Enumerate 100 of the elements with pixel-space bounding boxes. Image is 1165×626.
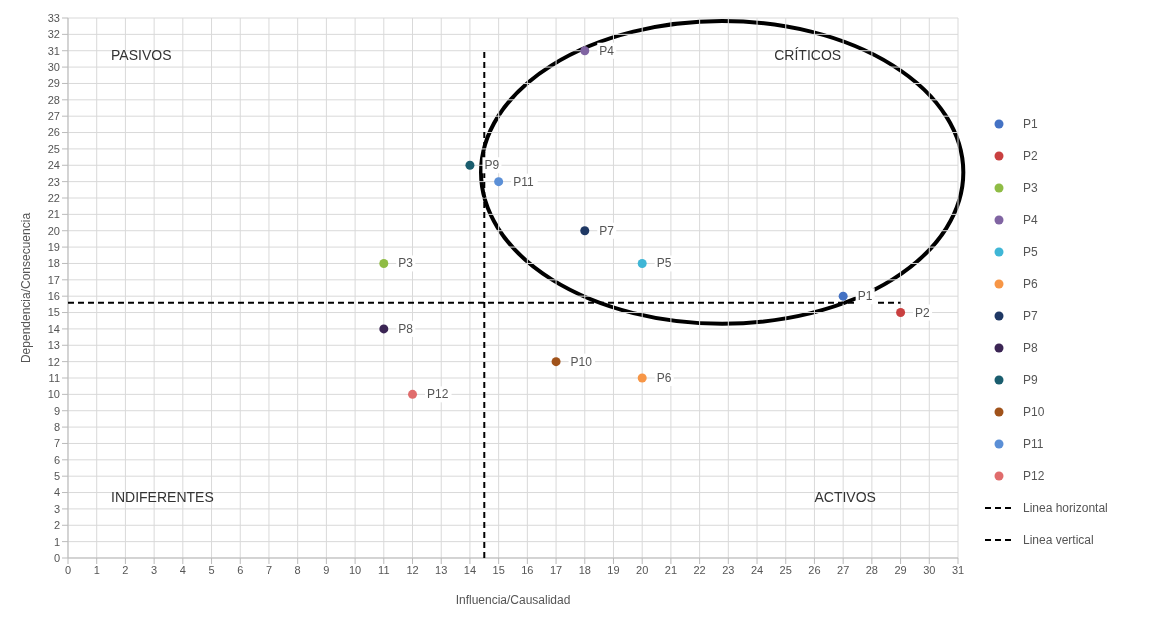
x-tick-label: 22 (693, 563, 706, 576)
x-tick-label: 7 (265, 563, 273, 576)
text: P11 (513, 174, 534, 189)
y-tick-label: 22 (47, 191, 60, 204)
y-tick-label: 8 (53, 421, 60, 433)
x-tick-label: 27 (837, 563, 850, 576)
y-tick-label: 25 (47, 142, 60, 155)
x-tick-label: 3 (151, 563, 158, 576)
y-tick-label: 12 (47, 355, 60, 368)
x-tick-label: 18 (578, 563, 591, 576)
y-tick-label: 26 (47, 126, 60, 139)
legend-label: P10 (1023, 405, 1045, 419)
text: P8 (398, 321, 414, 336)
y-tick-label: 18 (47, 257, 60, 270)
y-tick-label: 33 (47, 11, 60, 24)
x-tick-label: 5 (208, 563, 215, 576)
legend-label: P2 (1023, 149, 1038, 163)
y-tick-label: 9 (53, 404, 60, 417)
y-tick-label: 14 (47, 322, 60, 335)
point (379, 324, 389, 334)
y-tick-label: 32 (47, 28, 60, 41)
text: P4 (599, 43, 614, 58)
x-tick-label: 17 (549, 563, 563, 576)
y-tick-label: 1 (53, 535, 60, 548)
y-tick-label: 27 (47, 110, 60, 123)
x-tick-label: 12 (406, 563, 419, 576)
x-tick-label: 21 (664, 563, 678, 576)
y-tick-label: 16 (47, 290, 60, 303)
x-tick-label: 9 (323, 563, 330, 576)
point (637, 373, 647, 383)
x-tick-label: 8 (294, 563, 301, 576)
legend-label: P6 (1023, 277, 1038, 291)
y-axis-title: Dependencia/Consecuencia (19, 212, 34, 364)
point (580, 46, 590, 56)
y-tick-label: 5 (53, 470, 60, 483)
x-tick-label: 2 (122, 563, 129, 576)
annotation: PASIVOS (111, 47, 172, 64)
point (494, 177, 504, 187)
x-tick-label: 25 (779, 563, 792, 576)
x-tick-label: 14 (463, 563, 477, 576)
text: P6 (656, 371, 672, 385)
x-tick-label: 15 (492, 563, 505, 576)
y-tick-label: 3 (53, 502, 60, 515)
x-tick-label: 4 (179, 563, 186, 576)
point (408, 389, 418, 399)
y-tick-label: 17 (47, 273, 60, 286)
text: P5 (656, 256, 672, 271)
legend-label: P8 (1023, 341, 1038, 355)
y-tick-label: 30 (47, 61, 60, 73)
x-tick-label: 6 (237, 563, 244, 576)
y-tick-label: 10 (47, 388, 60, 401)
x-tick-label: 13 (435, 563, 448, 576)
y-tick-label: 4 (53, 486, 60, 499)
legend-label: P9 (1023, 373, 1038, 387)
point (551, 357, 561, 367)
x-tick-label: 29 (894, 563, 907, 576)
x-tick-label: 28 (865, 563, 878, 576)
y-tick-label: 2 (53, 519, 60, 532)
point (838, 291, 848, 301)
legend-label: Linea vertical (1023, 533, 1094, 547)
x-tick-label: 30 (923, 563, 936, 576)
text: P7 (599, 223, 614, 238)
y-tick-label: 15 (47, 306, 60, 319)
y-tick-label: 29 (47, 77, 60, 90)
point (465, 160, 475, 170)
annotation: ACTIVOS (814, 489, 876, 506)
legend-label: P1 (1023, 117, 1038, 131)
x-tick-label: 11 (378, 563, 390, 576)
y-tick-label: 6 (53, 453, 60, 466)
x-tick-label: 19 (607, 563, 620, 576)
x-tick-label: 31 (951, 563, 965, 576)
point (580, 226, 590, 236)
y-tick-label: 31 (47, 44, 60, 57)
x-axis-title: Influencia/Causalidad (455, 593, 571, 607)
legend-label: P7 (1023, 309, 1038, 323)
y-tick-label: 13 (47, 339, 60, 352)
text: P12 (427, 387, 449, 402)
text: P9 (484, 158, 500, 173)
x-tick-label: 0 (64, 563, 72, 576)
x-tick-label: 1 (93, 563, 100, 576)
annotation: CRÍTICOS (774, 47, 842, 64)
point (637, 258, 647, 268)
legend-label: P12 (1023, 469, 1045, 483)
y-tick-label: 28 (47, 93, 60, 106)
legend-label: P4 (1023, 213, 1038, 227)
y-tick-label: 11 (48, 371, 60, 384)
legend-label: P11 (1023, 437, 1044, 451)
x-tick-label: 26 (808, 563, 821, 576)
x-tick-label: 24 (750, 563, 764, 576)
legend-label: P5 (1023, 245, 1038, 259)
legend-label: Linea horizontal (1023, 501, 1108, 515)
text: P10 (570, 354, 592, 369)
y-tick-label: 23 (47, 175, 60, 188)
text: P3 (398, 256, 414, 271)
text: P2 (915, 305, 930, 320)
y-tick-label: 24 (47, 159, 60, 172)
x-tick-label: 23 (722, 563, 735, 576)
y-tick-label: 21 (47, 208, 60, 221)
legend-label: P3 (1023, 181, 1038, 195)
y-tick-label: 19 (47, 241, 60, 253)
